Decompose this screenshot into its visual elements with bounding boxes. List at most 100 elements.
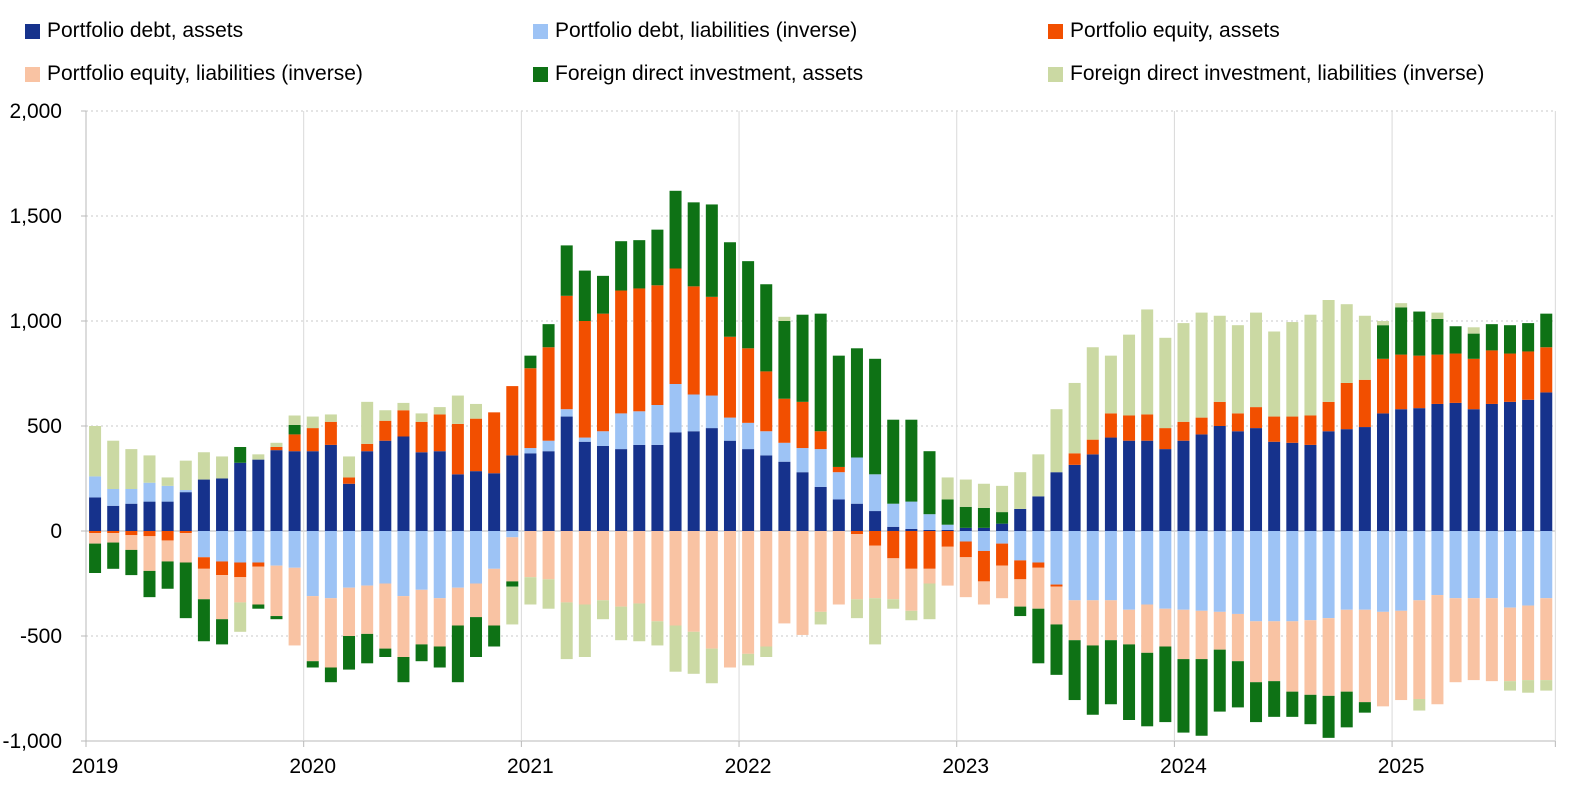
bar-segment	[89, 533, 102, 544]
bar-segment	[1431, 318, 1444, 355]
bar-segment	[778, 461, 791, 531]
bar-segment	[1395, 354, 1408, 410]
bar-segment	[905, 419, 918, 502]
bar-segment	[361, 401, 374, 444]
bar-segment	[560, 416, 573, 531]
bar-segment	[197, 599, 210, 642]
bar-segment	[560, 295, 573, 410]
bar-segment	[687, 631, 700, 674]
bar-segment	[1032, 567, 1045, 609]
bar-segment	[1322, 695, 1335, 738]
bar-segment	[923, 451, 936, 515]
bar-segment	[1522, 323, 1535, 352]
bar-segment	[343, 456, 356, 478]
bar-segment	[1268, 621, 1281, 682]
bar-segment	[1467, 598, 1480, 681]
bar-segment	[1177, 421, 1190, 441]
bar-segment	[615, 241, 628, 291]
bar-segment	[306, 416, 319, 429]
bar-segment	[1195, 434, 1208, 531]
bar-segment	[1522, 680, 1535, 693]
bar-segment	[506, 455, 519, 531]
bar-segment	[742, 531, 755, 654]
bar-segment	[651, 531, 664, 622]
bar-segment	[524, 448, 537, 454]
bar-segment	[869, 531, 882, 546]
x-axis-label: 2020	[289, 755, 336, 778]
bar-segment	[143, 482, 156, 502]
bar-segment	[633, 288, 646, 412]
bar-segment	[542, 324, 555, 348]
bar-segment	[1413, 531, 1426, 601]
bar-segment	[506, 586, 519, 625]
bar-segment	[923, 514, 936, 530]
bar-segment	[869, 598, 882, 645]
bar-segment	[1395, 307, 1408, 355]
bar-segment	[1413, 311, 1426, 356]
bar-segment	[1431, 354, 1444, 404]
bar-segment	[1213, 315, 1226, 402]
bar-segment	[1449, 326, 1462, 354]
bar-segment	[1540, 531, 1553, 599]
bar-segment	[615, 606, 628, 641]
bar-segment	[1141, 531, 1154, 605]
bar-segment	[1050, 472, 1063, 531]
bar-segment	[1123, 415, 1136, 441]
bar-segment	[125, 535, 138, 550]
bar-segment	[1032, 562, 1045, 568]
bar-segment	[1268, 681, 1281, 717]
bar-segment	[306, 428, 319, 452]
bar-segment	[89, 531, 102, 534]
bar-segment	[216, 575, 229, 620]
bar-segment	[1377, 531, 1390, 612]
bar-segment	[669, 432, 682, 531]
bar-segment	[379, 410, 392, 421]
bar-segment	[1141, 604, 1154, 653]
bar-segment	[1358, 609, 1371, 703]
bar-segment	[270, 565, 283, 617]
bar-segment	[433, 451, 446, 531]
bar-segment	[451, 423, 464, 475]
bar-segment	[669, 531, 682, 626]
bar-segment	[143, 570, 156, 598]
bar-segment	[1068, 640, 1081, 701]
bar-segment	[560, 531, 573, 603]
bar-segment	[542, 531, 555, 580]
bar-segment	[451, 587, 464, 626]
bar-segment	[1195, 659, 1208, 736]
bar-segment	[451, 395, 464, 424]
bar-segment	[1449, 402, 1462, 531]
bar-segment	[343, 477, 356, 484]
bar-segment	[832, 531, 845, 605]
bar-segment	[1159, 337, 1172, 429]
bar-segment	[651, 444, 664, 531]
bar-segment	[1304, 694, 1317, 725]
bar-segment	[216, 561, 229, 576]
bar-segment	[633, 240, 646, 289]
bar-segment	[161, 485, 174, 502]
bar-segment	[1032, 454, 1045, 497]
legend-swatch-fdi-assets	[533, 66, 548, 82]
bar-segment	[288, 567, 301, 646]
bar-segment	[941, 546, 954, 586]
bar-segment	[270, 447, 283, 451]
bar-segment	[596, 431, 609, 446]
bar-segment	[796, 401, 809, 449]
legend-swatch-portfolio-equity-liabilities	[25, 66, 40, 82]
bar-segment	[814, 449, 827, 487]
bar-segment	[1286, 322, 1299, 417]
bar-segment	[252, 566, 265, 605]
bar-segment	[197, 479, 210, 531]
bar-segment	[1358, 531, 1371, 610]
bar-segment	[941, 477, 954, 500]
bar-segment	[379, 531, 392, 584]
bar-segment	[361, 443, 374, 452]
bar-segment	[905, 568, 918, 611]
bar-segment	[850, 599, 863, 619]
bar-segment	[723, 242, 736, 337]
y-axis-label: -1,000	[2, 730, 62, 753]
legend-label: Foreign direct investment, assets	[555, 62, 864, 85]
bar-segment	[1159, 608, 1172, 647]
bar-segment	[451, 474, 464, 531]
